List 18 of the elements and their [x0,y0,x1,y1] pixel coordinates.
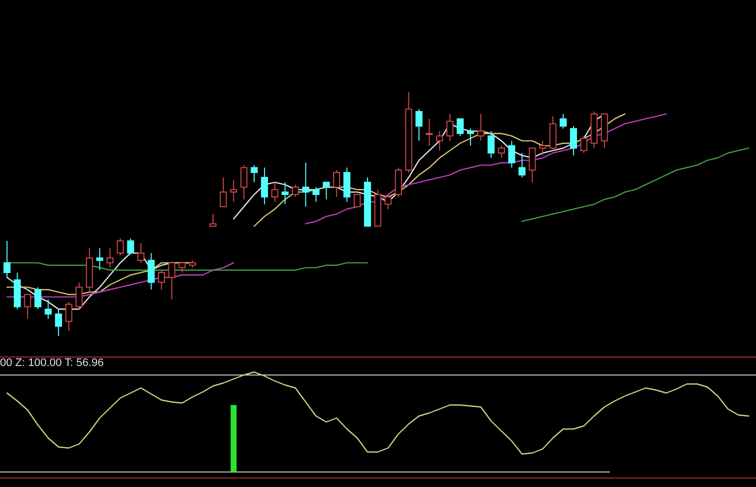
candlestick [230,179,238,202]
chart-title: 00 Z: 100.00 T: 56.96 [0,357,104,369]
candlestick [426,118,433,146]
candlestick [55,308,62,336]
candlestick [271,182,278,202]
candlestick [343,167,350,202]
candlestick [86,248,93,293]
candlestick [148,252,155,290]
candlestick [477,113,484,142]
candlestick [282,182,289,205]
candlestick [436,130,444,152]
candlestick [302,162,310,208]
candlestick [44,298,52,320]
candlestick [261,167,268,205]
candlestick [96,248,104,271]
candlestick [4,240,10,278]
candlestick [446,113,454,142]
candlestick [488,130,495,158]
